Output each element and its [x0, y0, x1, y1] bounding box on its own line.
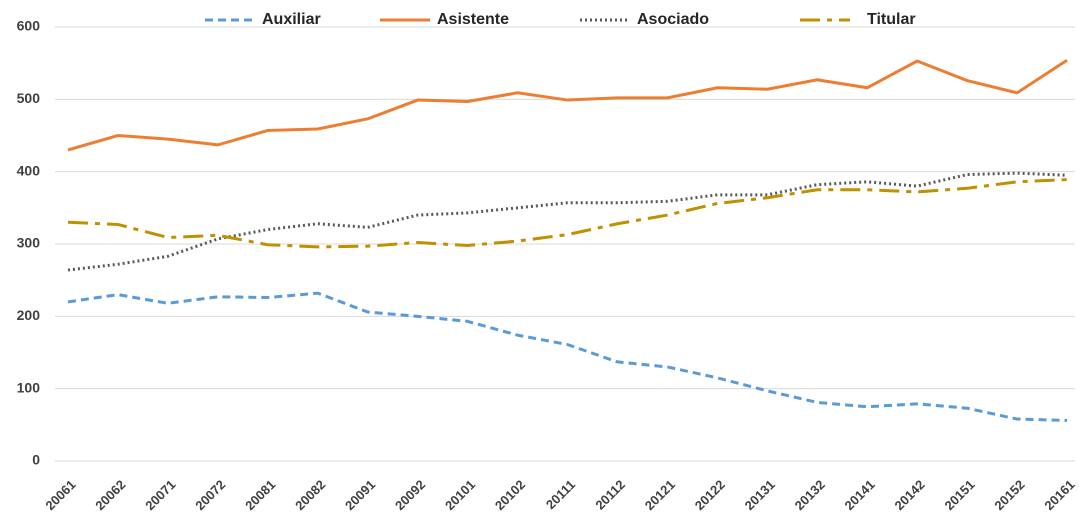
x-tick-label: 20122: [692, 477, 728, 513]
x-tick-label: 20152: [991, 477, 1027, 513]
x-tick-label: 20141: [842, 477, 878, 513]
x-tick-label: 20102: [492, 477, 528, 513]
y-tick-label: 0: [32, 452, 40, 468]
x-tick-label: 20062: [92, 477, 128, 513]
y-tick-label: 200: [17, 307, 41, 323]
x-tick-label: 20092: [392, 477, 428, 513]
x-tick-label: 20142: [892, 477, 928, 513]
x-tick-label: 20101: [442, 477, 478, 513]
x-tick-label: 20151: [941, 477, 977, 513]
legend-label: Asociado: [637, 11, 709, 28]
legend-label: Titular: [867, 11, 916, 28]
x-tick-label: 20131: [742, 477, 778, 513]
series-line: [67, 171, 1068, 272]
x-tick-label: 20121: [642, 477, 678, 513]
x-tick-label: 20081: [242, 477, 278, 513]
series-line: [67, 178, 1068, 249]
x-tick-label: 20072: [192, 477, 228, 513]
y-tick-label: 500: [17, 90, 41, 106]
y-tick-label: 600: [17, 18, 41, 34]
legend-label: Auxiliar: [262, 11, 321, 28]
x-tick-label: 20161: [1041, 477, 1077, 513]
series-line: [67, 59, 1068, 152]
y-tick-label: 100: [17, 379, 41, 395]
x-tick-label: 20091: [342, 477, 378, 513]
x-tick-label: 20132: [792, 477, 828, 513]
y-tick-label: 300: [17, 235, 41, 251]
y-tick-label: 400: [17, 162, 41, 178]
x-tick-label: 20061: [42, 477, 78, 513]
x-tick-label: 20071: [142, 477, 178, 513]
x-tick-label: 20111: [543, 477, 578, 512]
x-tick-label: 20112: [592, 477, 628, 513]
series-line: [67, 291, 1068, 422]
x-tick-label: 20082: [292, 477, 328, 513]
legend-label: Asistente: [437, 11, 509, 28]
